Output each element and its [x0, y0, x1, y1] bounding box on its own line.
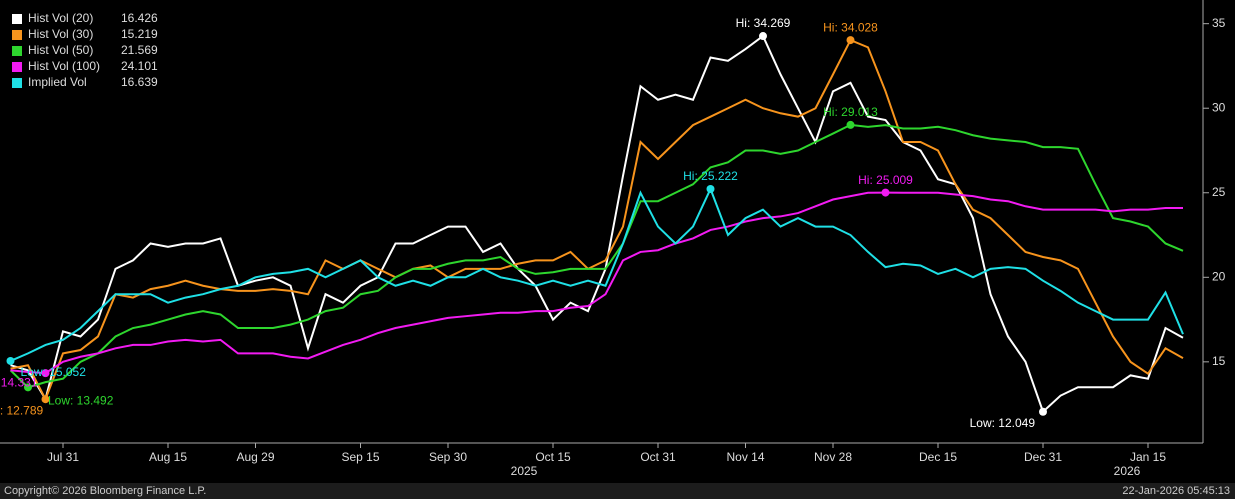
timestamp: 22-Jan-2026 05:45:13 [1122, 485, 1230, 497]
hi-label: Hi: 25.222 [683, 169, 738, 183]
footer-bar [0, 483, 1235, 499]
x-tick-label: Sep 15 [341, 450, 379, 464]
hi-label: Hi: 25.009 [858, 173, 913, 187]
legend-value: 15.219 [121, 27, 158, 41]
hi-marker [881, 188, 890, 197]
y-tick-label: 25 [1212, 185, 1226, 199]
x-tick-label: Oct 31 [640, 450, 676, 464]
copyright: Copyright© 2026 Bloomberg Finance L.P. [4, 485, 206, 497]
y-tick-label: 30 [1212, 100, 1226, 114]
low-marker [41, 369, 50, 378]
x-tick-label: Jan 15 [1130, 450, 1166, 464]
x-tick-label: Jul 31 [47, 450, 79, 464]
hi-marker [759, 32, 767, 41]
series-line [10, 191, 1184, 375]
hi-label: Hi: 29.013 [823, 105, 878, 119]
low-marker [6, 356, 15, 365]
series-line [10, 38, 1184, 402]
low-marker [24, 383, 32, 392]
hi-marker [846, 36, 855, 45]
low-label: Low: 12.789 [0, 403, 44, 417]
legend-value: 21.569 [121, 43, 158, 57]
year-label: 2026 [1114, 464, 1141, 478]
series-line [10, 34, 1184, 414]
x-tick-label: Nov 14 [726, 450, 764, 464]
legend-value: 16.426 [121, 11, 158, 25]
legend-name: Hist Vol (20) [28, 11, 93, 25]
x-tick-label: Aug 15 [149, 450, 187, 464]
low-label: Low: 13.492 [48, 394, 114, 408]
legend-box [0, 9, 166, 93]
y-tick-label: 35 [1212, 16, 1226, 30]
legend-swatch [12, 46, 22, 56]
legend-name: Hist Vol (100) [28, 59, 100, 73]
x-tick-label: Dec 31 [1024, 450, 1062, 464]
legend-swatch [12, 62, 22, 72]
hi-label: Hi: 34.269 [736, 16, 791, 30]
x-tick-label: Dec 15 [919, 450, 957, 464]
low-label: Low: 14.331 [0, 375, 38, 389]
series-line [9, 123, 1184, 389]
hi-marker [706, 185, 715, 194]
x-tick-label: Oct 15 [535, 450, 571, 464]
year-label: 2025 [511, 464, 538, 478]
x-tick-label: Sep 30 [429, 450, 467, 464]
y-tick-label: 15 [1212, 354, 1226, 368]
legend-swatch [12, 30, 22, 40]
low-label: Low: 12.049 [970, 416, 1036, 430]
legend-value: 16.639 [121, 75, 158, 89]
x-tick-label: Nov 28 [814, 450, 852, 464]
x-tick-label: Aug 29 [236, 450, 274, 464]
y-tick-label: 20 [1212, 269, 1226, 283]
hi-marker [846, 120, 855, 129]
low-marker [1039, 407, 1047, 416]
legend-value: 24.101 [121, 59, 158, 73]
series-line [10, 186, 1184, 362]
legend-name: Implied Vol [28, 75, 87, 89]
hi-label: Hi: 34.028 [823, 20, 878, 34]
legend-name: Hist Vol (30) [28, 27, 93, 41]
legend-swatch [12, 78, 22, 88]
low-label: Low: 15.052 [21, 365, 87, 379]
legend-swatch [12, 14, 22, 24]
low-marker [41, 395, 50, 404]
legend-name: Hist Vol (50) [28, 43, 93, 57]
